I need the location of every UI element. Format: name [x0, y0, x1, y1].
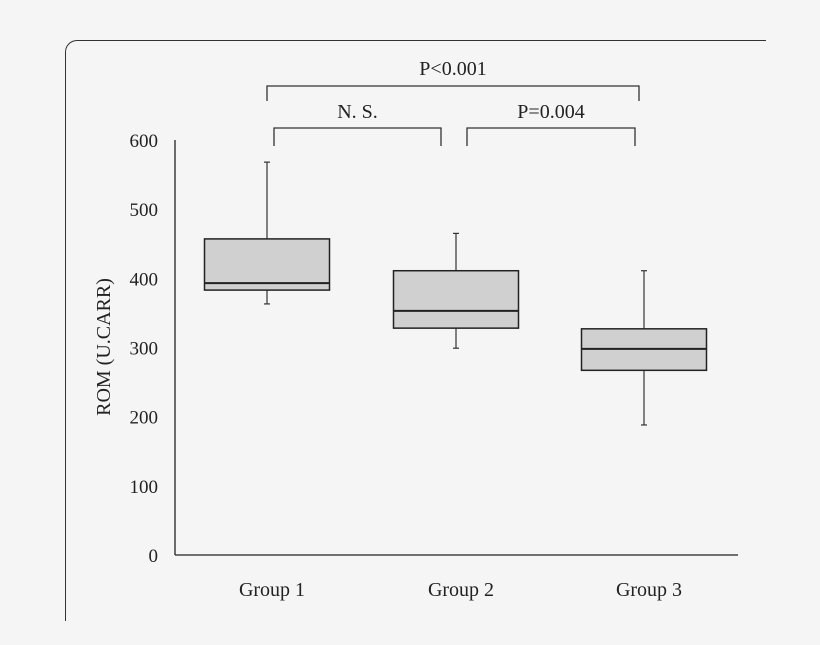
significance-bracket	[466, 127, 636, 146]
significance-bracket	[266, 85, 640, 101]
figure-frame	[65, 40, 766, 621]
y-tick-label: 300	[130, 339, 159, 360]
box	[392, 269, 520, 329]
x-tick-label: Group 1	[239, 579, 305, 601]
y-tick-label: 500	[130, 200, 159, 221]
significance-bracket	[273, 127, 442, 146]
y-tick-label: 100	[130, 477, 159, 498]
significance-label: P=0.004	[517, 101, 584, 123]
y-tick-label: 400	[130, 269, 159, 290]
y-tick-label: 600	[130, 131, 159, 152]
significance-label: P<0.001	[419, 58, 486, 80]
box	[203, 238, 331, 291]
y-tick-label: 0	[149, 546, 159, 567]
y-tick-label: 200	[130, 408, 159, 429]
x-tick-label: Group 3	[616, 579, 682, 601]
y-axis-label: ROM (U.CARR)	[93, 278, 115, 416]
x-tick-label: Group 2	[428, 579, 494, 601]
significance-label: N. S.	[337, 101, 378, 123]
